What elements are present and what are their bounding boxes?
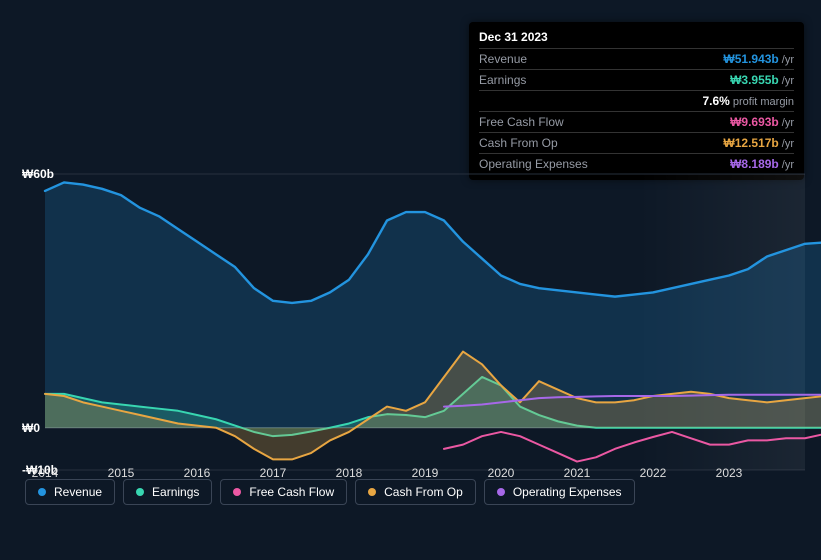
tooltip-value: ₩12.517b/yr	[723, 136, 794, 150]
tooltip-label: Cash From Op	[479, 136, 558, 150]
tooltip-value: ₩3.955b/yr	[730, 73, 794, 87]
x-axis-tick: 2019	[412, 466, 439, 480]
tooltip-row: Cash From Op ₩12.517b/yr	[479, 132, 794, 153]
x-axis-tick: 2023	[716, 466, 743, 480]
legend-dot-icon	[497, 488, 505, 496]
x-axis-tick: 2016	[184, 466, 211, 480]
legend-item[interactable]: Operating Expenses	[484, 479, 635, 505]
tooltip-label: Revenue	[479, 52, 527, 66]
chart-legend: Revenue Earnings Free Cash Flow Cash From O…	[25, 479, 635, 505]
legend-item[interactable]: Earnings	[123, 479, 212, 505]
legend-item[interactable]: Free Cash Flow	[220, 479, 347, 505]
legend-item[interactable]: Revenue	[25, 479, 115, 505]
legend-dot-icon	[368, 488, 376, 496]
chart-tooltip: Dec 31 2023 Revenue ₩51.943b/yr Earnings ₩3…	[469, 22, 804, 180]
y-axis-tick: ₩60b	[22, 167, 54, 181]
legend-label: Earnings	[152, 485, 199, 499]
chart-svg	[0, 160, 821, 480]
tooltip-row: Revenue ₩51.943b/yr	[479, 48, 794, 69]
tooltip-date: Dec 31 2023	[479, 30, 794, 48]
tooltip-value: 7.6%profit margin	[703, 94, 795, 108]
tooltip-row: Free Cash Flow ₩9.693b/yr	[479, 111, 794, 132]
tooltip-value: ₩9.693b/yr	[730, 115, 794, 129]
legend-label: Revenue	[54, 485, 102, 499]
x-axis-tick: 2020	[488, 466, 515, 480]
legend-label: Free Cash Flow	[249, 485, 334, 499]
x-axis-tick: 2014	[32, 466, 59, 480]
x-axis-tick: 2015	[108, 466, 135, 480]
legend-label: Cash From Op	[384, 485, 463, 499]
tooltip-value: ₩51.943b/yr	[723, 52, 794, 66]
legend-item[interactable]: Cash From Op	[355, 479, 476, 505]
y-axis-tick: ₩0	[22, 421, 40, 435]
tooltip-row: 7.6%profit margin	[479, 90, 794, 111]
x-axis-tick: 2021	[564, 466, 591, 480]
legend-label: Operating Expenses	[513, 485, 622, 499]
tooltip-row: Earnings ₩3.955b/yr	[479, 69, 794, 90]
x-axis-tick: 2017	[260, 466, 287, 480]
tooltip-label: Earnings	[479, 73, 526, 87]
tooltip-label: Free Cash Flow	[479, 115, 564, 129]
legend-dot-icon	[38, 488, 46, 496]
x-axis-tick: 2018	[336, 466, 363, 480]
x-axis-tick: 2022	[640, 466, 667, 480]
legend-dot-icon	[233, 488, 241, 496]
financials-chart[interactable]: ₩60b₩0-₩10b 2014201520162017201820192020…	[0, 160, 821, 520]
legend-dot-icon	[136, 488, 144, 496]
